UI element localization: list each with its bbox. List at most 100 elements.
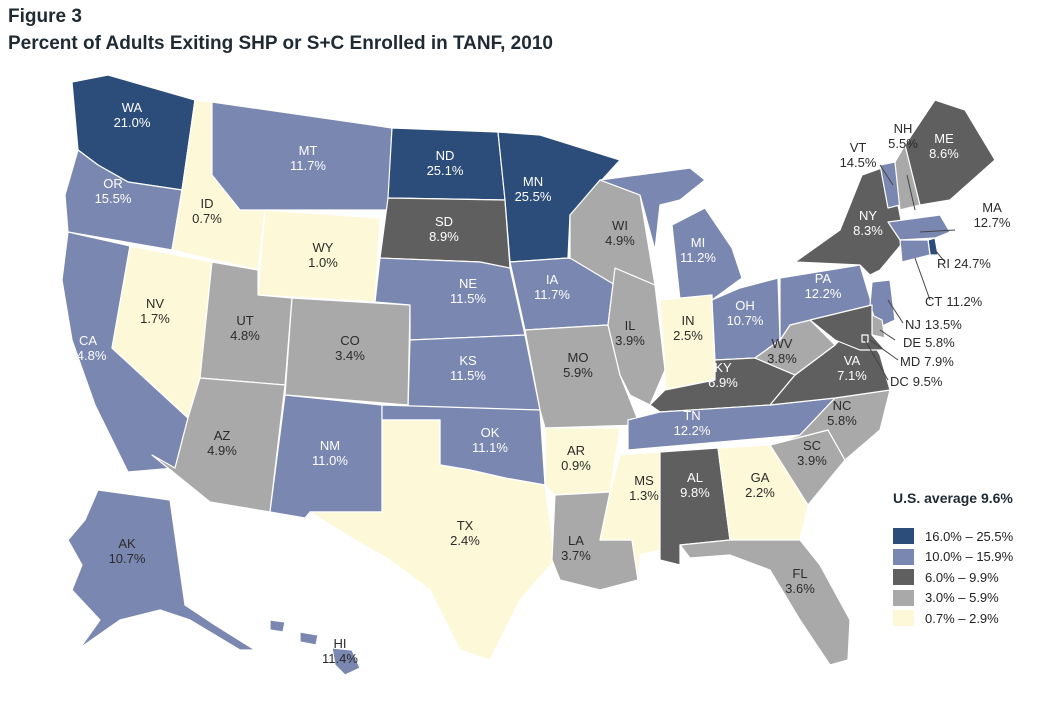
state-abbr: PA — [815, 271, 832, 286]
state-label-nh: NH 5.5% — [888, 121, 918, 151]
state-abbr: NJ — [905, 317, 921, 332]
legend-swatch — [893, 589, 914, 606]
state-abbr: OH — [735, 298, 755, 313]
state-abbr: NC — [833, 398, 852, 413]
state-abbr: MI — [691, 235, 705, 250]
state-label-co: CO 3.4% — [335, 333, 365, 363]
legend-item: 10.0% – 15.9% — [893, 547, 1043, 568]
state-il — [607, 267, 666, 406]
state-value: 3.6% — [785, 581, 815, 596]
state-az — [151, 377, 286, 513]
state-value: 11.7% — [290, 158, 326, 173]
state-label-ok: OK 11.1% — [472, 425, 508, 455]
state-value: 5.5% — [888, 136, 918, 151]
state-value: 5.8% — [925, 335, 955, 350]
legend-swatch — [893, 610, 914, 627]
state-label-nm: NM 11.0% — [312, 438, 348, 468]
state-abbr: AK — [118, 536, 136, 551]
state-abbr: OR — [103, 176, 123, 191]
state-value: 4.8% — [230, 328, 260, 343]
state-abbr: LA — [568, 533, 584, 548]
state-abbr: UT — [236, 313, 253, 328]
state-value: 11.1% — [472, 440, 508, 455]
state-abbr: AZ — [214, 428, 231, 443]
state-abbr: DE — [903, 335, 921, 350]
state-abbr: NV — [146, 296, 164, 311]
state-value: 11.2% — [680, 250, 716, 265]
state-me — [904, 99, 996, 206]
state-abbr: ID — [201, 196, 214, 211]
legend-swatch — [893, 548, 914, 565]
state-abbr: MS — [634, 473, 654, 488]
state-hi — [269, 619, 361, 676]
state-abbr: TN — [683, 408, 700, 423]
state-label-az: AZ 4.9% — [207, 428, 237, 458]
state-abbr: CA — [79, 333, 97, 348]
state-abbr: WV — [772, 336, 793, 351]
state-label-hi: HI 11.4% — [322, 636, 358, 666]
state-value: 1.7% — [140, 311, 170, 326]
figure-title: Percent of Adults Exiting SHP or S+C Enr… — [8, 33, 553, 54]
state-value: 0.7% — [192, 211, 222, 226]
state-abbr: AL — [687, 470, 703, 485]
legend-swatch — [893, 569, 914, 586]
state-abbr: NH — [894, 121, 913, 136]
state-label-ks: KS 11.5% — [450, 353, 486, 383]
state-abbr: FL — [792, 566, 807, 581]
state-value: 25.1% — [427, 163, 464, 178]
state-value: 25.5% — [515, 189, 552, 204]
state-label-vt: VT 14.5% — [840, 140, 877, 170]
state-value: 11.0% — [312, 453, 348, 468]
state-label-ia: IA 11.7% — [534, 272, 570, 302]
state-abbr: TX — [457, 518, 474, 533]
state-abbr: GA — [751, 470, 770, 485]
state-value: 9.8% — [680, 485, 710, 500]
state-value: 12.7% — [974, 215, 1011, 230]
state-abbr: OK — [481, 425, 500, 440]
state-value: 2.5% — [673, 328, 703, 343]
state-ct — [899, 239, 931, 263]
state-nj — [869, 279, 896, 329]
state-label-or: OR 15.5% — [95, 176, 132, 206]
state-label-sc: SC 3.9% — [797, 438, 827, 468]
state-label-de: DE 5.8% — [903, 335, 955, 350]
state-value: 11.7% — [534, 287, 570, 302]
state-abbr: VA — [844, 353, 861, 368]
legend-item: 3.0% – 5.9% — [893, 588, 1043, 609]
state-abbr: WA — [122, 100, 143, 115]
state-dc — [861, 334, 869, 343]
legend: U.S. average 9.6% 16.0% – 25.5% 10.0% – 1… — [893, 490, 1043, 629]
state-ma — [887, 214, 951, 241]
state-value: 11.4% — [322, 651, 358, 666]
state-value: 11.5% — [450, 368, 486, 383]
state-label-wi: WI 4.9% — [605, 218, 635, 248]
state-value: 3.8% — [767, 351, 797, 366]
state-label-ma: MA 12.7% — [974, 200, 1011, 230]
state-label-ky: KY 6.9% — [708, 360, 738, 390]
legend-label: 10.0% – 15.9% — [925, 549, 1014, 565]
state-value: 10.7% — [109, 551, 146, 566]
state-label-oh: OH 10.7% — [727, 298, 764, 328]
state-label-mi: MI 11.2% — [680, 235, 716, 265]
state-label-fl: FL 3.6% — [785, 566, 815, 596]
state-label-mo: MO 5.9% — [563, 350, 593, 380]
state-label-ny: NY 8.3% — [853, 208, 883, 238]
state-abbr: NE — [459, 276, 477, 291]
state-abbr: VT — [850, 140, 867, 155]
state-label-ri: RI 24.7% — [937, 256, 991, 271]
state-value: 2.2% — [745, 485, 775, 500]
state-label-ms: MS 1.3% — [629, 473, 659, 503]
state-abbr: KY — [714, 360, 732, 375]
state-label-md: MD 7.9% — [900, 354, 954, 369]
state-abbr: SC — [803, 438, 821, 453]
legend-label: 3.0% – 5.9% — [925, 590, 999, 606]
legend-item: 6.0% – 9.9% — [893, 567, 1043, 588]
state-label-va: VA 7.1% — [837, 353, 867, 383]
legend-label: 0.7% – 2.9% — [925, 610, 999, 626]
state-label-wv: WV 3.8% — [767, 336, 797, 366]
state-label-id: ID 0.7% — [192, 196, 222, 226]
state-abbr: MT — [299, 143, 318, 158]
state-abbr: NY — [859, 208, 877, 223]
state-value: 1.0% — [308, 255, 338, 270]
legend-label: 16.0% – 25.5% — [925, 528, 1014, 544]
